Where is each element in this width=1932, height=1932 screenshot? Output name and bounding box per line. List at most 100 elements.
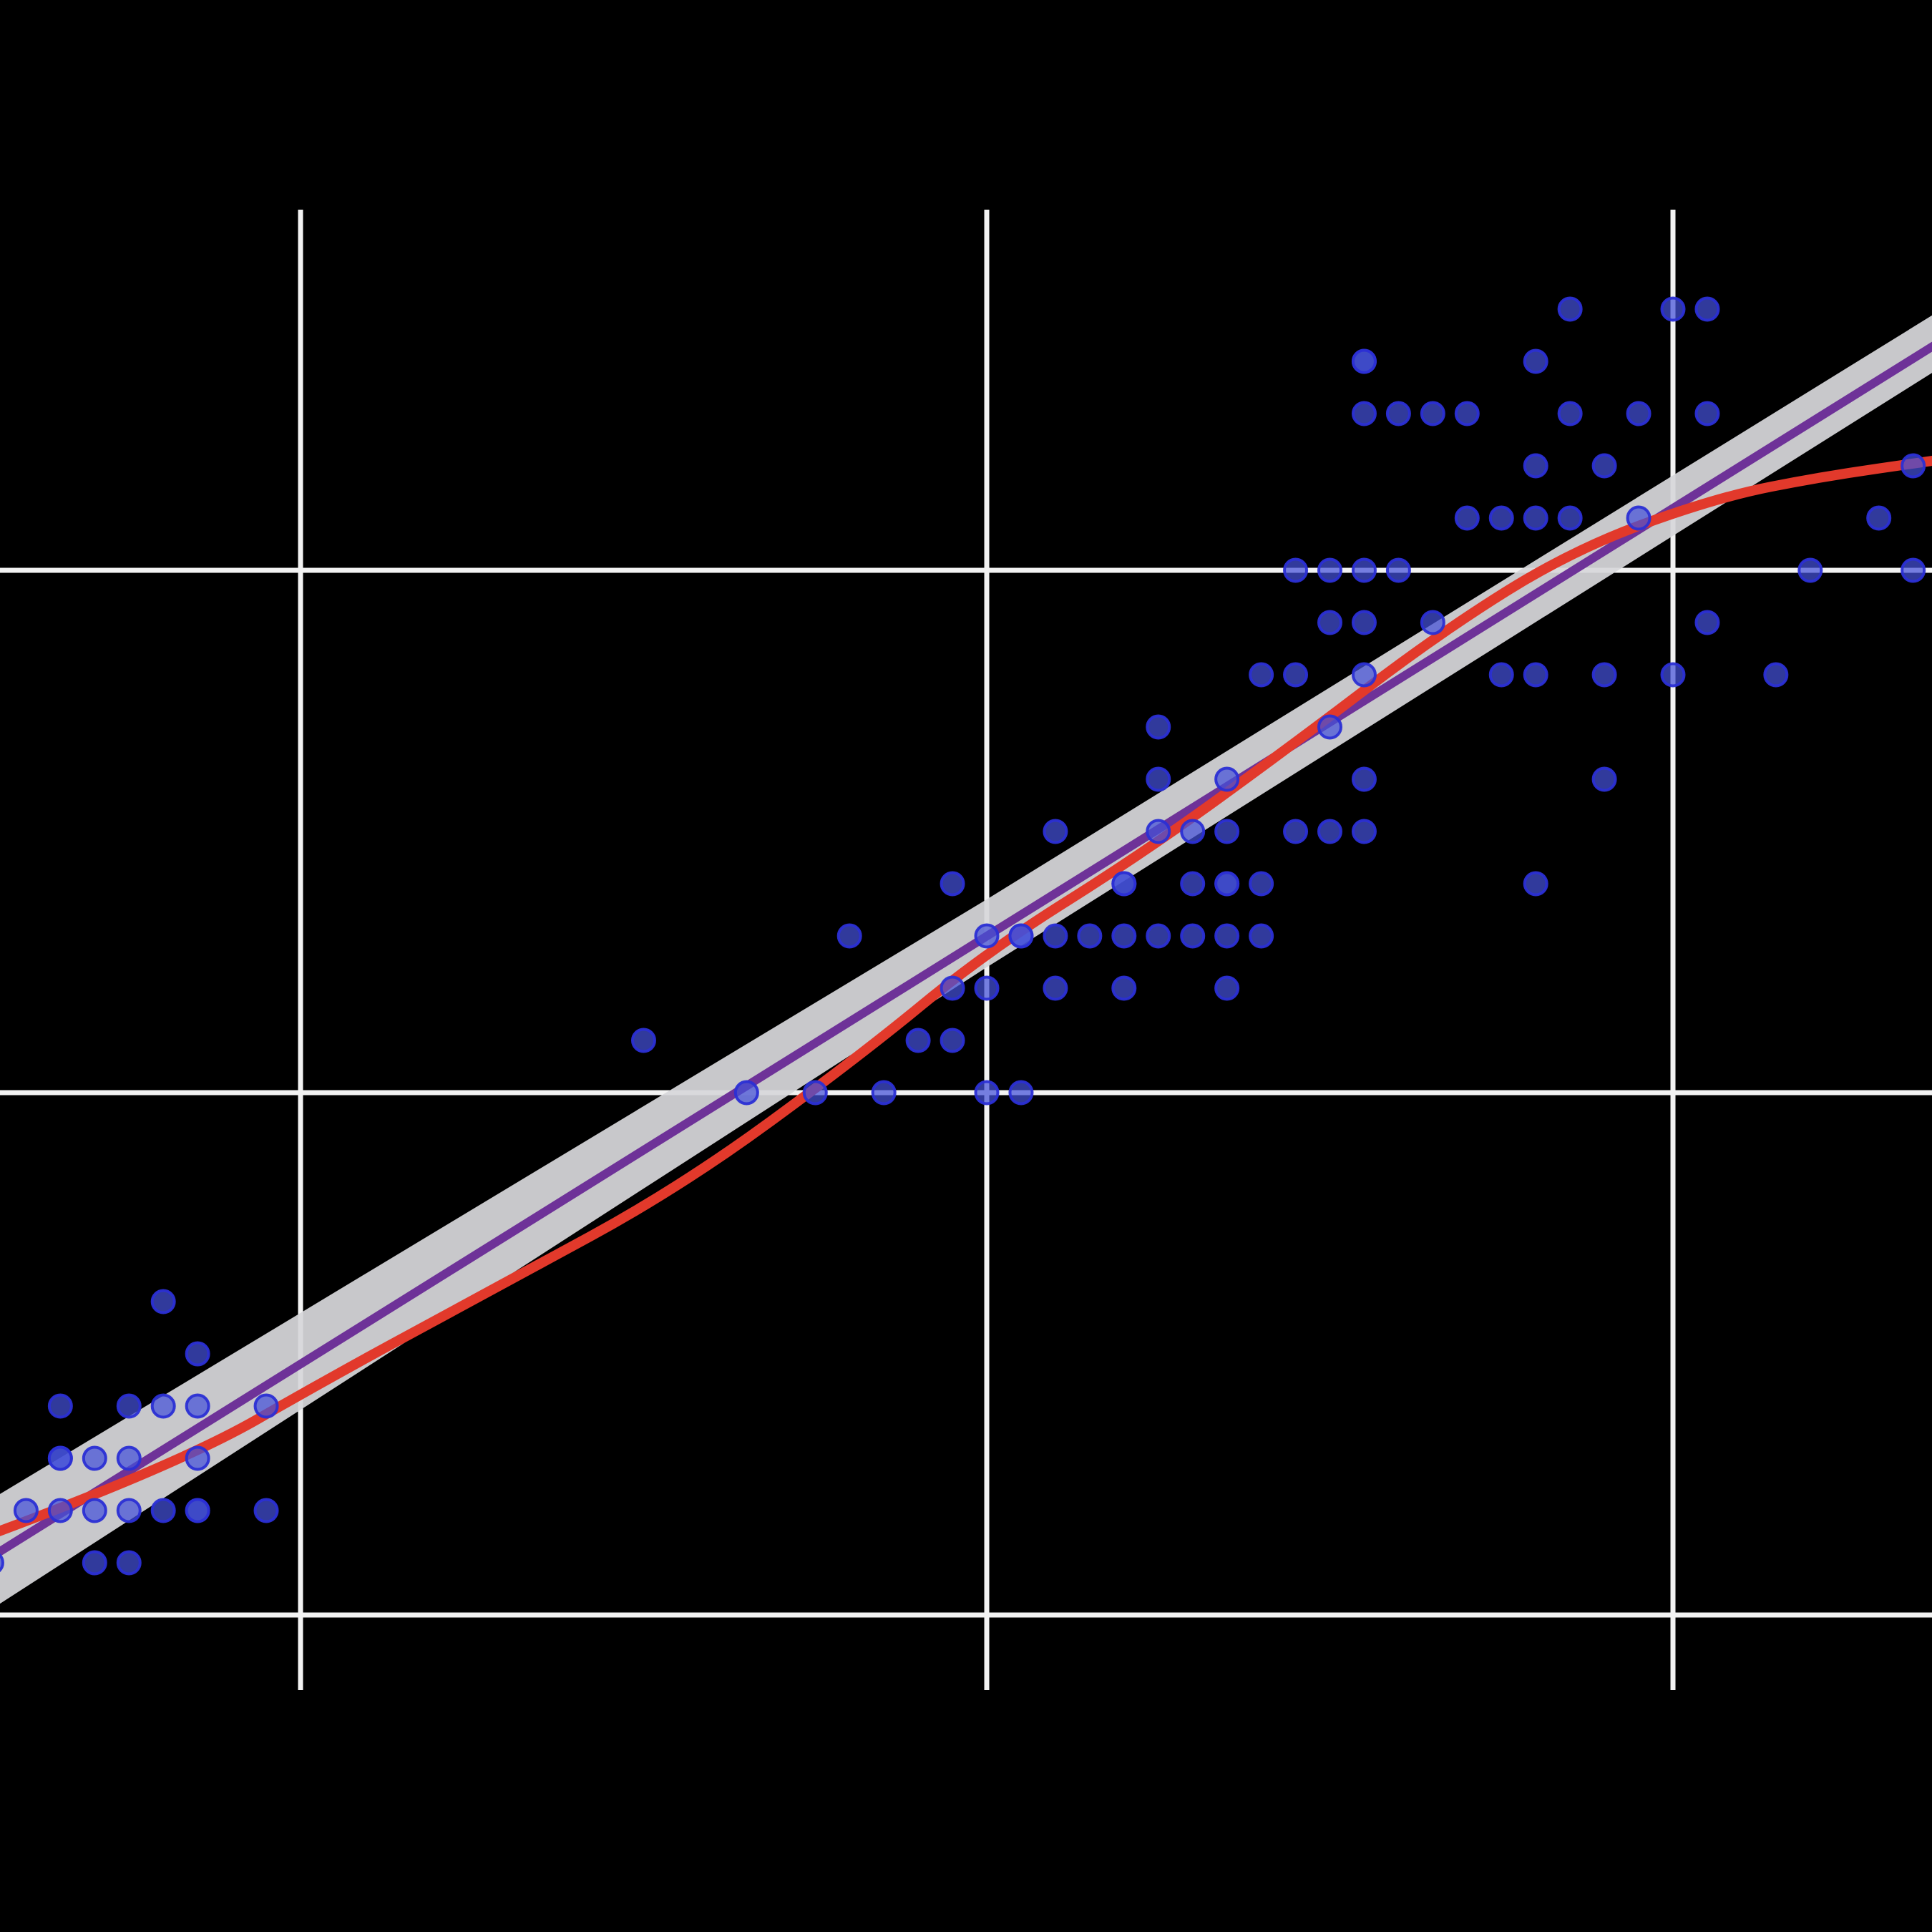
data-point (1557, 505, 1583, 531)
data-point (1283, 557, 1309, 583)
data-point (1523, 348, 1548, 374)
data-point (1454, 401, 1480, 426)
data-point (1694, 610, 1720, 635)
data-point (1008, 1080, 1034, 1106)
data-point (1180, 871, 1206, 897)
data-point (185, 1341, 210, 1367)
data-point (1043, 923, 1068, 949)
data-point (1214, 766, 1240, 792)
data-point (1249, 923, 1274, 949)
data-point (116, 1445, 142, 1471)
data-point (974, 923, 1000, 949)
data-point (1351, 766, 1377, 792)
data-point (1146, 819, 1171, 844)
data-point (47, 1393, 73, 1419)
data-point (940, 871, 965, 897)
data-point (1317, 714, 1342, 740)
data-point (1420, 401, 1445, 426)
data-point (1866, 505, 1892, 531)
data-point (940, 1028, 965, 1053)
data-point (82, 1550, 107, 1576)
data-point (1249, 662, 1274, 688)
data-point (1557, 401, 1583, 426)
data-point (1146, 766, 1171, 792)
data-point (82, 1445, 107, 1471)
data-point (802, 1080, 828, 1106)
data-point (1557, 296, 1583, 322)
data-point (1214, 871, 1240, 897)
data-point (253, 1498, 279, 1523)
scatter-points-group (0, 296, 1926, 1576)
data-point (0, 1553, 4, 1573)
data-point (1249, 871, 1274, 897)
data-point (1317, 819, 1342, 844)
data-point (1626, 401, 1652, 426)
data-point (1420, 610, 1445, 635)
data-point (1077, 923, 1103, 949)
data-point (185, 1445, 210, 1471)
data-point (47, 1445, 73, 1471)
data-point (1351, 557, 1377, 583)
data-point (47, 1498, 73, 1523)
data-point (1351, 819, 1377, 844)
data-point (1214, 923, 1240, 949)
data-point (1180, 923, 1206, 949)
data-point (1214, 975, 1240, 1001)
data-point (185, 1393, 210, 1419)
data-point (1523, 453, 1548, 479)
data-point (1591, 662, 1617, 688)
data-point (905, 1028, 931, 1053)
data-point (871, 1080, 897, 1106)
data-point (116, 1393, 142, 1419)
data-point (1488, 505, 1514, 531)
data-point (1591, 453, 1617, 479)
data-point (1901, 557, 1926, 583)
data-point (1043, 819, 1068, 844)
data-point (1008, 923, 1034, 949)
data-point (631, 1028, 656, 1053)
data-point (1146, 923, 1171, 949)
data-point (1351, 348, 1377, 374)
data-point (1385, 557, 1411, 583)
data-point (150, 1393, 176, 1419)
data-point (733, 1080, 759, 1106)
data-point (1385, 401, 1411, 426)
data-point (1283, 819, 1309, 844)
data-point (1454, 505, 1480, 531)
data-point (82, 1498, 107, 1523)
data-point (116, 1498, 142, 1523)
data-point (1694, 401, 1720, 426)
data-point (1694, 296, 1720, 322)
data-point (1660, 662, 1686, 688)
data-point (1317, 557, 1342, 583)
data-point (1351, 662, 1377, 688)
data-point (1488, 662, 1514, 688)
data-point (1351, 610, 1377, 635)
data-point (116, 1550, 142, 1576)
data-point (1043, 975, 1068, 1001)
linear-fit-line (0, 341, 1932, 1557)
data-point (1283, 662, 1309, 688)
data-point (974, 1080, 1000, 1106)
data-point (150, 1289, 176, 1314)
data-point (1351, 401, 1377, 426)
data-point (1763, 662, 1789, 688)
data-point (1111, 871, 1137, 897)
data-point (974, 975, 1000, 1001)
data-point (150, 1498, 176, 1523)
data-point (1180, 819, 1206, 844)
data-point (185, 1498, 210, 1523)
data-point (836, 923, 862, 949)
data-point (253, 1393, 279, 1419)
data-point (1111, 923, 1137, 949)
data-point (940, 975, 965, 1001)
data-point (1523, 505, 1548, 531)
data-point (1523, 871, 1548, 897)
data-point (1797, 557, 1823, 583)
data-point (1591, 766, 1617, 792)
data-point (1626, 505, 1652, 531)
data-point (13, 1498, 39, 1523)
data-point (1111, 975, 1137, 1001)
